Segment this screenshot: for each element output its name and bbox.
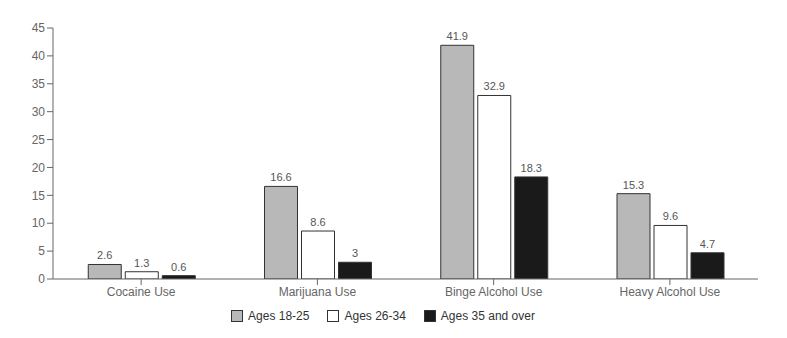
svg-text:3: 3 <box>352 247 358 259</box>
svg-text:0: 0 <box>38 272 45 286</box>
svg-text:Heavy Alcohol Use: Heavy Alcohol Use <box>620 285 721 299</box>
svg-text:5: 5 <box>38 244 45 258</box>
svg-text:10: 10 <box>32 216 46 230</box>
svg-text:8.6: 8.6 <box>310 216 325 228</box>
svg-text:15: 15 <box>32 189 46 203</box>
svg-text:2.6: 2.6 <box>97 249 112 261</box>
svg-text:4.7: 4.7 <box>700 238 715 250</box>
svg-text:Cocaine Use: Cocaine Use <box>107 285 176 299</box>
svg-text:45: 45 <box>32 21 46 35</box>
svg-text:40: 40 <box>32 49 46 63</box>
svg-text:30: 30 <box>32 105 46 119</box>
svg-text:32.9: 32.9 <box>484 80 505 92</box>
svg-text:35: 35 <box>32 77 46 91</box>
svg-text:25: 25 <box>32 133 46 147</box>
html-text:Ages 26-34: Ages 26-34 <box>344 309 406 323</box>
svg-text:Binge Alcohol Use: Binge Alcohol Use <box>445 285 543 299</box>
svg-text:16.6: 16.6 <box>270 171 291 183</box>
svg-text:15.3: 15.3 <box>623 179 644 191</box>
svg-text:1.3: 1.3 <box>134 257 149 269</box>
svg-text:20: 20 <box>32 161 46 175</box>
svg-text:0.6: 0.6 <box>171 261 186 273</box>
html-text:Ages 18-25: Ages 18-25 <box>248 309 310 323</box>
svg-text:9.6: 9.6 <box>663 210 678 222</box>
svg-text:41.9: 41.9 <box>447 30 468 42</box>
html-text:Ages 35 and over: Ages 35 and over <box>440 309 535 323</box>
svg-text:Marijuana Use: Marijuana Use <box>279 285 357 299</box>
svg-text:18.3: 18.3 <box>521 162 542 174</box>
